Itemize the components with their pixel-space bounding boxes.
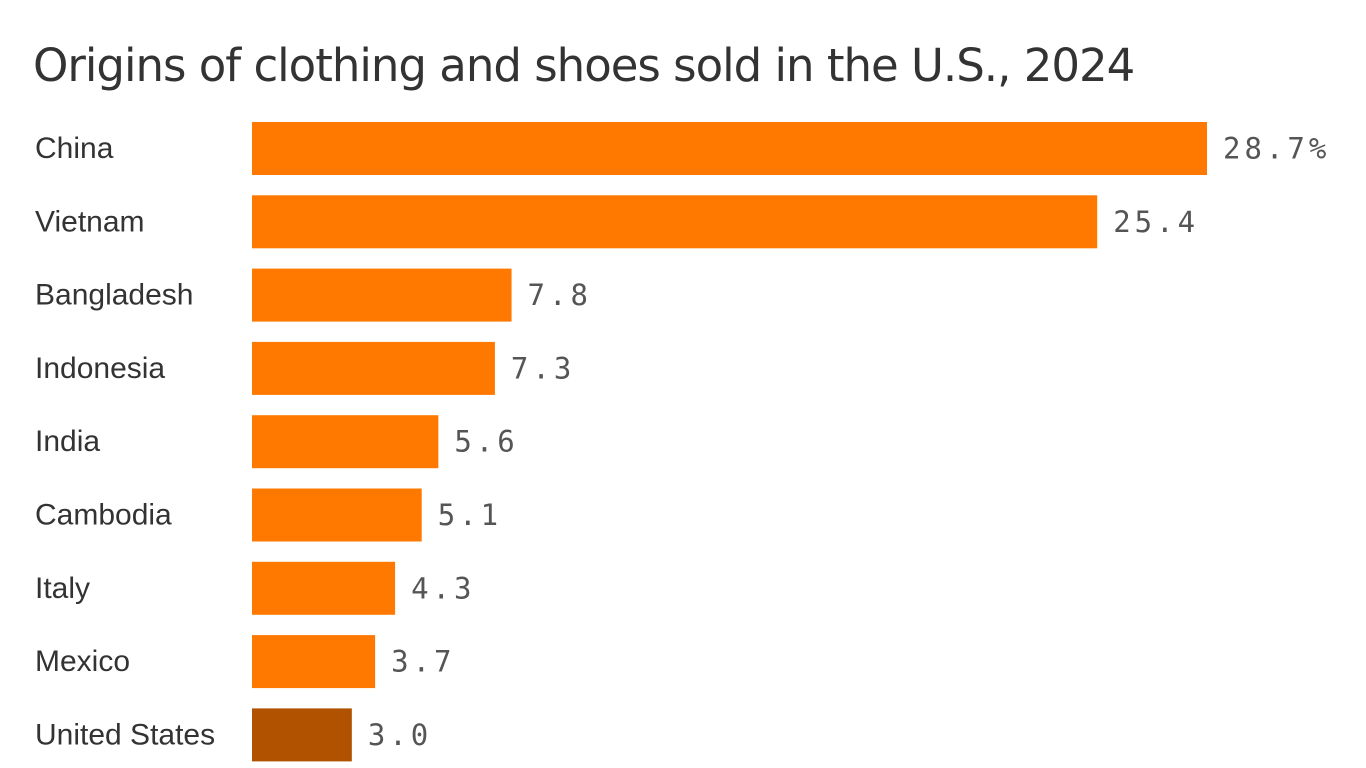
value-label-united-states: 3.0 [368, 718, 432, 752]
bar-mexico [252, 635, 376, 689]
labels-layer: China 28.7% Vietnam 25.4 Bangladesh 7.8 Indone… [35, 132, 1330, 752]
category-label-china: China [35, 132, 114, 165]
value-label-india: 5.6 [454, 425, 518, 459]
value-label-bangladesh: 7.8 [528, 278, 592, 312]
value-label-indonesia: 7.3 [511, 351, 575, 385]
category-label-india: India [35, 425, 100, 458]
value-label-vietnam: 25.4 [1113, 205, 1199, 239]
category-label-vietnam: Vietnam [35, 205, 145, 238]
category-label-italy: Italy [35, 572, 90, 605]
bar-cambodia [252, 488, 422, 542]
bar-united-states [252, 708, 352, 762]
value-label-mexico: 3.7 [391, 645, 455, 679]
category-label-mexico: Mexico [35, 645, 130, 678]
bar-india [252, 415, 439, 469]
category-label-bangladesh: Bangladesh [35, 279, 193, 312]
bar-china [252, 122, 1207, 175]
bars-layer [252, 122, 1207, 762]
bar-vietnam [252, 195, 1098, 249]
value-label-cambodia: 5.1 [438, 498, 502, 532]
category-label-cambodia: Cambodia [35, 499, 172, 532]
value-label-china: 28.7% [1223, 132, 1330, 166]
bar-indonesia [252, 341, 495, 395]
value-label-italy: 4.3 [411, 571, 475, 605]
category-label-united-states: United States [35, 718, 215, 751]
bar-bangladesh [252, 268, 512, 322]
bar-italy [252, 561, 396, 615]
chart-title: Origins of clothing and shoes sold in th… [33, 39, 1135, 92]
category-label-indonesia: Indonesia [35, 352, 165, 385]
